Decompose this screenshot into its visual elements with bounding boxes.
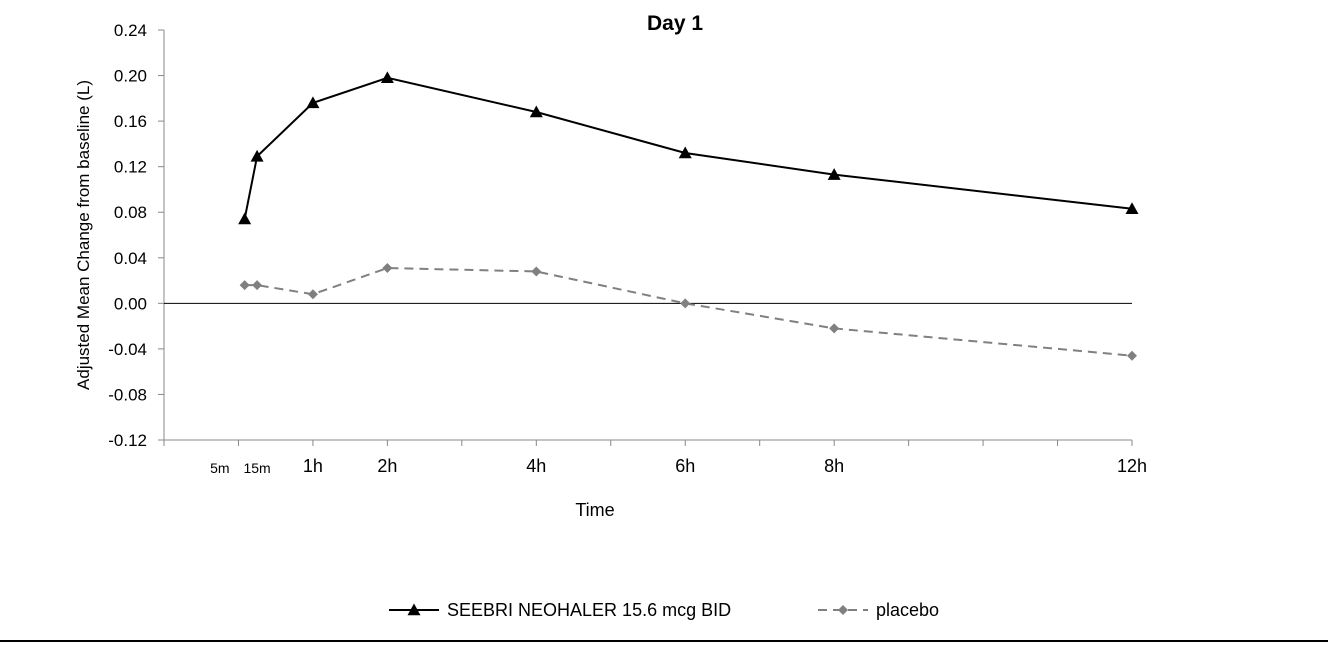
data-point [680,298,691,309]
series-seebri [238,71,1139,225]
series-placebo [239,263,1137,361]
y-tick-label: -0.12 [108,431,147,450]
data-point [382,263,393,274]
y-tick-label: 0.12 [114,158,147,177]
chart-title: Day 1 [647,12,703,35]
data-point [252,280,263,291]
data-point [307,289,318,300]
y-tick-label: 0.08 [114,203,147,222]
y-tick-label: 0.04 [114,249,147,268]
data-point [238,212,252,225]
x-tick-label: 15m [243,460,270,476]
legend-label: placebo [876,600,939,620]
legend: SEEBRI NEOHALER 15.6 mcg BID placebo [389,600,939,620]
bottom-border [0,640,1328,642]
series-line [244,267,1133,357]
y-tick-label: -0.04 [108,340,147,359]
legend-item: placebo [818,600,939,620]
y-tick-label: 0.24 [114,21,147,40]
y-tick-label: 0.00 [114,294,147,313]
legend-item: SEEBRI NEOHALER 15.6 mcg BID [389,600,731,620]
series-line [243,76,1133,220]
data-point [306,96,320,109]
series-layer [238,71,1139,361]
y-tick-label: -0.08 [108,385,147,404]
x-tick-label: 4h [526,456,546,476]
data-point [531,266,542,277]
legend-marker [838,605,848,615]
legend-marker [407,603,421,616]
data-point [529,105,543,118]
y-axis-label: Adjusted Mean Change from baseline (L) [74,80,93,390]
data-point [827,168,841,180]
y-tick-label: 0.16 [114,112,147,131]
x-axis-label: Time [575,500,614,520]
data-point [1125,202,1139,215]
data-point [678,146,692,159]
data-point [829,323,840,334]
x-tick-label: 8h [824,456,844,476]
data-point [250,149,264,162]
x-tick-label: 12h [1117,456,1147,476]
x-tick-label: 5m [210,460,229,476]
legend-label: SEEBRI NEOHALER 15.6 mcg BID [447,600,731,620]
x-tick-label: 6h [675,456,695,476]
y-tick-label: 0.20 [114,67,147,86]
x-tick-label: 2h [377,456,397,476]
data-point [239,280,250,291]
data-point [380,71,394,84]
x-tick-label: 1h [303,456,323,476]
data-point [1127,350,1137,361]
axes: -0.12 -0.08 -0.04 0.00 0.04 0.08 0.12 0.16 0.20 0… [108,21,1147,476]
